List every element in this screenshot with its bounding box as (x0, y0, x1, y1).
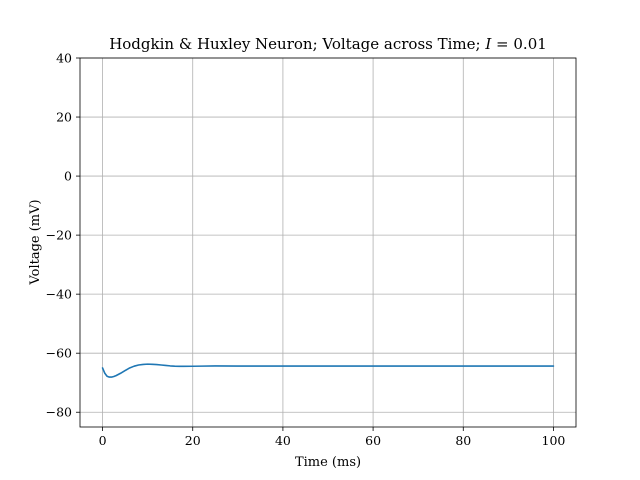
x-tick-label: 80 (455, 433, 471, 448)
voltage-series-line (101, 363, 555, 378)
x-tick-label: 100 (542, 433, 566, 448)
y-tick-label: 0 (64, 169, 72, 184)
chart-title-prefix: Hodgkin & Huxley Neuron; Voltage across … (109, 35, 485, 53)
y-tick-label: −80 (46, 405, 72, 420)
x-axis-label: Time (ms) (295, 455, 361, 470)
y-axis-label: Voltage (mV) (28, 199, 43, 285)
x-tick-label: 20 (185, 433, 201, 448)
y-tick-label: −60 (46, 346, 72, 361)
chart-title-suffix: = 0.01 (491, 35, 547, 53)
x-tick-label: 60 (365, 433, 381, 448)
grid (80, 57, 576, 427)
chart-title: Hodgkin & Huxley Neuron; Voltage across … (109, 35, 547, 53)
ticks: 0 20 40 60 80 100 40 20 0 −20 −40 −60 −80 (46, 51, 566, 449)
y-tick-label: 40 (56, 51, 72, 66)
plot-frame (79, 57, 577, 428)
y-tick-label: 20 (56, 110, 72, 125)
y-tick-label: −20 (46, 228, 72, 243)
chart-title-variable: I (484, 35, 492, 53)
x-tick-label: 40 (275, 433, 291, 448)
y-tick-label: −40 (46, 287, 72, 302)
series-layer (101, 363, 555, 378)
x-tick-label: 0 (99, 433, 107, 448)
